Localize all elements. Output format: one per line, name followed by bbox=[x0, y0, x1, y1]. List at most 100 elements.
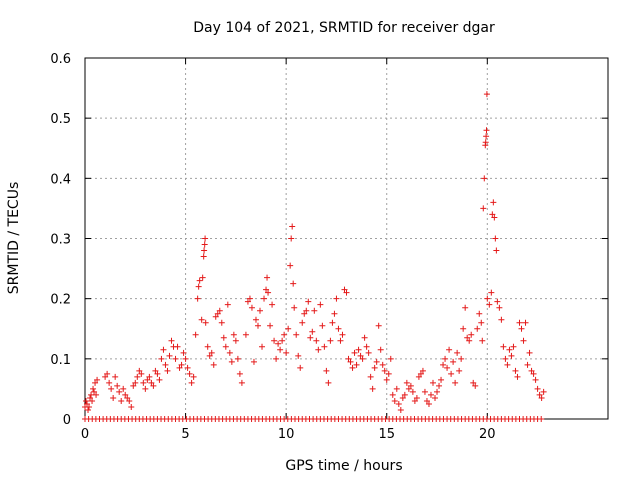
data-point bbox=[381, 367, 388, 374]
data-point bbox=[365, 349, 372, 356]
data-point bbox=[88, 391, 95, 398]
data-point bbox=[305, 298, 312, 305]
data-point bbox=[483, 91, 490, 98]
data-point bbox=[204, 343, 211, 350]
data-point bbox=[482, 139, 489, 146]
data-point bbox=[293, 331, 300, 338]
data-point bbox=[269, 301, 276, 308]
data-point bbox=[401, 391, 408, 398]
data-point bbox=[194, 295, 201, 302]
data-point bbox=[192, 331, 199, 338]
data-point bbox=[481, 175, 488, 182]
data-point bbox=[208, 349, 215, 356]
data-point bbox=[313, 337, 320, 344]
data-point bbox=[134, 373, 141, 380]
data-point bbox=[89, 397, 96, 404]
data-points bbox=[82, 91, 547, 422]
data-point bbox=[91, 388, 98, 395]
data-point bbox=[148, 379, 155, 386]
data-point bbox=[323, 367, 330, 374]
data-point bbox=[309, 328, 316, 335]
data-point bbox=[347, 358, 354, 365]
data-point bbox=[411, 397, 418, 404]
data-point bbox=[319, 322, 326, 329]
data-point bbox=[351, 349, 358, 356]
data-point bbox=[246, 295, 253, 302]
data-point bbox=[468, 331, 475, 338]
data-point bbox=[178, 361, 185, 368]
data-point bbox=[126, 397, 133, 404]
y-tick-label: 0.6 bbox=[50, 52, 71, 67]
x-tick-label: 10 bbox=[278, 427, 295, 442]
data-point bbox=[361, 334, 368, 341]
data-point bbox=[201, 241, 208, 248]
data-point bbox=[198, 316, 205, 323]
data-point bbox=[168, 337, 175, 344]
data-point bbox=[333, 295, 340, 302]
data-point bbox=[331, 310, 338, 317]
data-point bbox=[144, 376, 151, 383]
data-point bbox=[357, 352, 364, 359]
data-point bbox=[289, 223, 296, 230]
data-point bbox=[166, 352, 173, 359]
data-point bbox=[224, 301, 231, 308]
data-point bbox=[343, 289, 350, 296]
data-point bbox=[321, 343, 328, 350]
data-point bbox=[532, 376, 539, 383]
data-point bbox=[339, 331, 346, 338]
data-point bbox=[486, 301, 493, 308]
data-point bbox=[301, 310, 308, 317]
data-point bbox=[409, 388, 416, 395]
data-point bbox=[180, 349, 187, 356]
data-point bbox=[462, 304, 469, 311]
data-point bbox=[492, 235, 499, 242]
data-point bbox=[311, 307, 318, 314]
data-point bbox=[349, 364, 356, 371]
data-point bbox=[136, 367, 143, 374]
data-point bbox=[458, 355, 465, 362]
data-point bbox=[252, 316, 259, 323]
data-point bbox=[120, 385, 127, 392]
y-axis-label: SRMTID / TECUs bbox=[6, 182, 22, 295]
data-point bbox=[423, 397, 430, 404]
data-point bbox=[524, 361, 531, 368]
data-point bbox=[395, 400, 402, 407]
data-point bbox=[226, 349, 233, 356]
data-point bbox=[337, 337, 344, 344]
data-point bbox=[432, 394, 439, 401]
data-point bbox=[283, 349, 290, 356]
data-point bbox=[228, 358, 235, 365]
data-point bbox=[329, 319, 336, 326]
data-point bbox=[112, 373, 119, 380]
data-point bbox=[520, 337, 527, 344]
data-point bbox=[146, 373, 153, 380]
data-point bbox=[174, 343, 181, 350]
data-point bbox=[500, 343, 507, 350]
data-point bbox=[244, 298, 251, 305]
data-point bbox=[528, 367, 535, 374]
data-point bbox=[514, 373, 521, 380]
data-point bbox=[128, 403, 135, 410]
data-point bbox=[94, 376, 101, 383]
data-point bbox=[195, 283, 202, 290]
data-point bbox=[444, 364, 451, 371]
data-point bbox=[538, 394, 545, 401]
data-point bbox=[385, 370, 392, 377]
data-point bbox=[114, 382, 121, 389]
data-point bbox=[184, 364, 191, 371]
data-point bbox=[154, 370, 161, 377]
data-point bbox=[496, 304, 503, 311]
data-point bbox=[196, 277, 203, 284]
data-point bbox=[446, 346, 453, 353]
data-point bbox=[295, 352, 302, 359]
x-tick-label: 5 bbox=[181, 427, 189, 442]
data-point bbox=[200, 253, 207, 260]
data-point bbox=[216, 307, 223, 314]
data-point bbox=[534, 385, 541, 392]
data-point bbox=[238, 379, 245, 386]
data-point bbox=[335, 325, 342, 332]
y-tick-label: 0.4 bbox=[50, 172, 71, 187]
data-point bbox=[383, 376, 390, 383]
data-point bbox=[438, 376, 445, 383]
data-point bbox=[405, 385, 412, 392]
